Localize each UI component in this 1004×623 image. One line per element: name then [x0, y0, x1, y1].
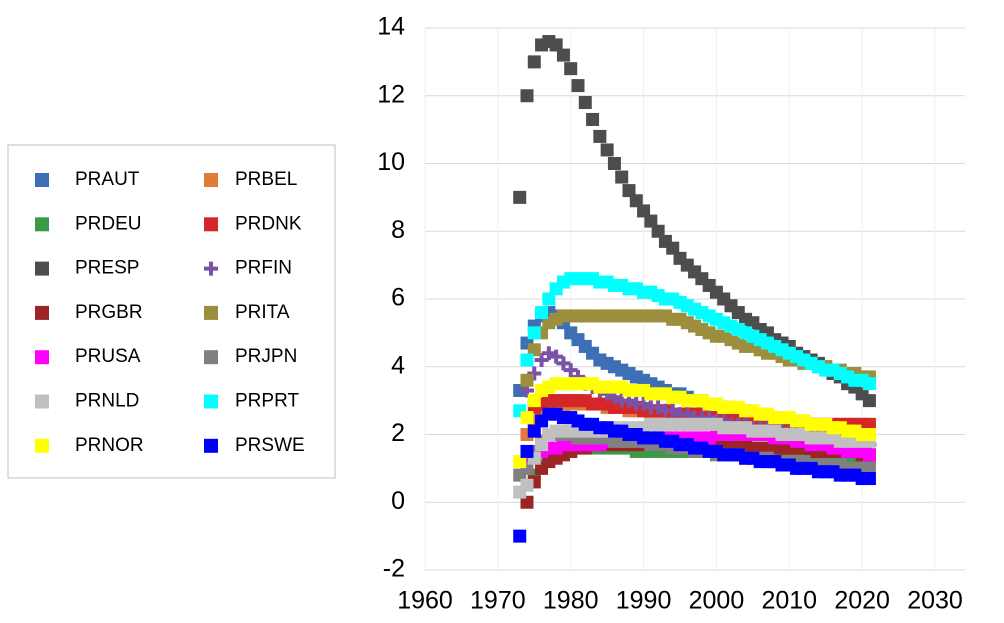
legend-swatch	[204, 305, 218, 320]
marker	[665, 403, 680, 418]
y-tick-label: 6	[391, 284, 405, 312]
marker	[571, 79, 585, 93]
marker	[527, 343, 541, 357]
y-tick-label: 12	[377, 80, 405, 108]
marker	[520, 444, 534, 458]
marker	[520, 495, 534, 509]
marker	[542, 292, 556, 306]
marker	[534, 352, 549, 367]
legend-label: PRDEU	[75, 213, 142, 234]
marker	[637, 204, 651, 218]
y-tick-label: 0	[391, 487, 405, 515]
legend-swatch	[35, 261, 49, 276]
legend-swatch	[35, 394, 49, 409]
x-tick-label: 1990	[616, 587, 672, 615]
legend-label: PRNOR	[75, 435, 144, 456]
marker	[636, 397, 651, 412]
marker	[651, 224, 665, 238]
marker	[862, 417, 876, 431]
y-tick-label: 4	[391, 351, 405, 379]
marker	[629, 194, 643, 208]
marker	[513, 190, 527, 204]
marker	[549, 38, 563, 52]
legend-swatch	[35, 350, 49, 365]
y-tick-label: 2	[391, 419, 405, 447]
marker	[513, 455, 527, 469]
marker	[527, 366, 542, 381]
marker	[644, 214, 658, 228]
x-tick-label: 2000	[689, 587, 745, 615]
legend-label: PRSWE	[235, 435, 305, 456]
marker	[520, 478, 534, 492]
y-tick-label: -2	[383, 555, 405, 583]
legend-swatch	[35, 438, 49, 453]
legend-swatch	[35, 305, 49, 320]
legend-label: PRGBR	[75, 302, 143, 323]
legend-label: PRNLD	[75, 391, 139, 412]
x-tick-label: 2010	[761, 587, 817, 615]
legend-swatch	[204, 173, 218, 187]
marker	[563, 363, 578, 378]
legend-swatch	[204, 350, 218, 365]
y-tick-label: 14	[377, 13, 405, 41]
legend-box	[7, 144, 336, 479]
marker	[535, 306, 549, 320]
marker	[520, 411, 534, 425]
marker	[513, 383, 527, 397]
x-tick-label: 2030	[907, 587, 963, 615]
marker	[862, 472, 876, 486]
marker	[513, 529, 527, 543]
marker	[862, 448, 876, 462]
legend-swatch	[35, 217, 49, 232]
marker	[607, 157, 621, 170]
y-tick-label: 8	[391, 216, 405, 244]
legend-swatch	[204, 394, 218, 409]
marker	[535, 438, 549, 452]
marker	[541, 346, 556, 361]
marker	[556, 356, 571, 371]
marker	[862, 377, 876, 391]
legend-swatch	[35, 173, 49, 187]
marker	[666, 241, 680, 255]
legend-swatch	[204, 217, 218, 232]
legend-label: PRITA	[235, 302, 290, 323]
marker	[600, 143, 614, 157]
legend-label: PRPRT	[235, 391, 299, 412]
marker	[520, 353, 534, 367]
x-tick-label: 1980	[543, 587, 599, 615]
marker	[520, 89, 534, 103]
marker	[593, 129, 607, 143]
x-tick-label: 2020	[834, 587, 890, 615]
marker	[527, 394, 541, 408]
marker	[578, 96, 592, 110]
marker	[862, 461, 876, 475]
marker	[564, 62, 578, 76]
marker	[527, 424, 541, 438]
marker	[556, 48, 570, 62]
marker	[520, 373, 534, 387]
marker	[615, 170, 629, 184]
legend-swatch	[204, 438, 218, 453]
legend-label: PRAUT	[75, 169, 140, 190]
marker	[622, 184, 636, 198]
legend-label: PRBEL	[235, 169, 297, 190]
legend-label: PRUSA	[75, 346, 141, 367]
marker	[527, 55, 541, 69]
y-tick-label: 10	[377, 148, 405, 176]
x-tick-label: 1970	[470, 587, 526, 615]
legend-label: PRFIN	[235, 258, 292, 279]
marker	[527, 326, 541, 340]
x-tick-label: 1960	[397, 587, 453, 615]
marker	[549, 349, 564, 364]
legend-label: PRESP	[75, 258, 139, 279]
legend-swatch	[204, 261, 218, 276]
marker	[586, 112, 600, 126]
legend-label: PRJPN	[235, 346, 297, 367]
marker	[862, 394, 876, 408]
marker	[862, 428, 876, 441]
marker	[651, 400, 666, 415]
legend-label: PRDNK	[235, 213, 302, 234]
